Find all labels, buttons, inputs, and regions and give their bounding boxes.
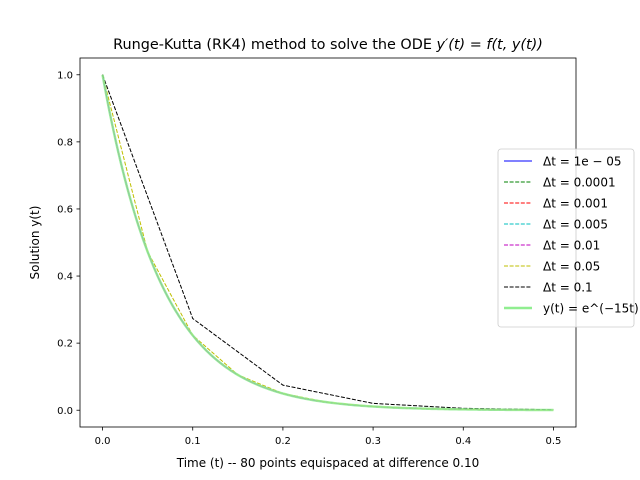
legend-label-2: Δt = 0.0001 bbox=[543, 176, 616, 190]
y-axis-ticks: 0.0 0.2 0.4 0.6 0.8 1.0 bbox=[57, 70, 80, 417]
y-axis-label: Solution y(t) bbox=[28, 206, 42, 280]
x-axis-ticks: 0.0 0.1 0.2 0.3 0.4 0.5 bbox=[95, 427, 562, 447]
legend-label-5: Δt = 0.01 bbox=[543, 239, 600, 253]
y-tick-label: 0.0 bbox=[57, 406, 73, 417]
plot-lines bbox=[101, 74, 554, 412]
chart-title: Runge-Kutta (RK4) method to solve the OD… bbox=[113, 37, 543, 53]
chart-title-math: y′(t) = f(t, y(t)) bbox=[436, 37, 543, 53]
legend-label-7: Δt = 0.1 bbox=[543, 281, 593, 295]
y-tick-label: 0.8 bbox=[57, 137, 73, 148]
x-tick-label: 0.5 bbox=[546, 436, 562, 447]
x-tick-label: 0.4 bbox=[455, 436, 471, 447]
x-tick-label: 0.0 bbox=[95, 436, 111, 447]
x-tick-label: 0.2 bbox=[275, 436, 291, 447]
legend: Δt = 1e − 05 Δt = 0.0001 Δt = 0.001 Δt = 0.… bbox=[497, 148, 639, 328]
legend-label-1: Δt = 1e − 05 bbox=[543, 155, 622, 169]
legend-box bbox=[497, 148, 635, 328]
y-tick-label: 1.0 bbox=[57, 70, 73, 81]
legend-label-3: Δt = 0.001 bbox=[543, 197, 608, 211]
x-tick-label: 0.1 bbox=[185, 436, 201, 447]
series-line-8 bbox=[101, 74, 554, 412]
legend-label-8: y(t) = e^(−15t) bbox=[543, 302, 639, 316]
chart-title-text: Runge-Kutta (RK4) method to solve the OD… bbox=[113, 37, 436, 53]
y-tick-label: 0.2 bbox=[57, 339, 73, 350]
legend-label-6: Δt = 0.05 bbox=[543, 260, 600, 274]
x-tick-label: 0.3 bbox=[365, 436, 381, 447]
legend-label-4: Δt = 0.005 bbox=[543, 218, 608, 232]
y-tick-label: 0.4 bbox=[57, 272, 73, 283]
x-axis-label: Time (t) -- 80 points equispaced at diff… bbox=[176, 456, 480, 470]
y-tick-label: 0.6 bbox=[57, 205, 73, 216]
